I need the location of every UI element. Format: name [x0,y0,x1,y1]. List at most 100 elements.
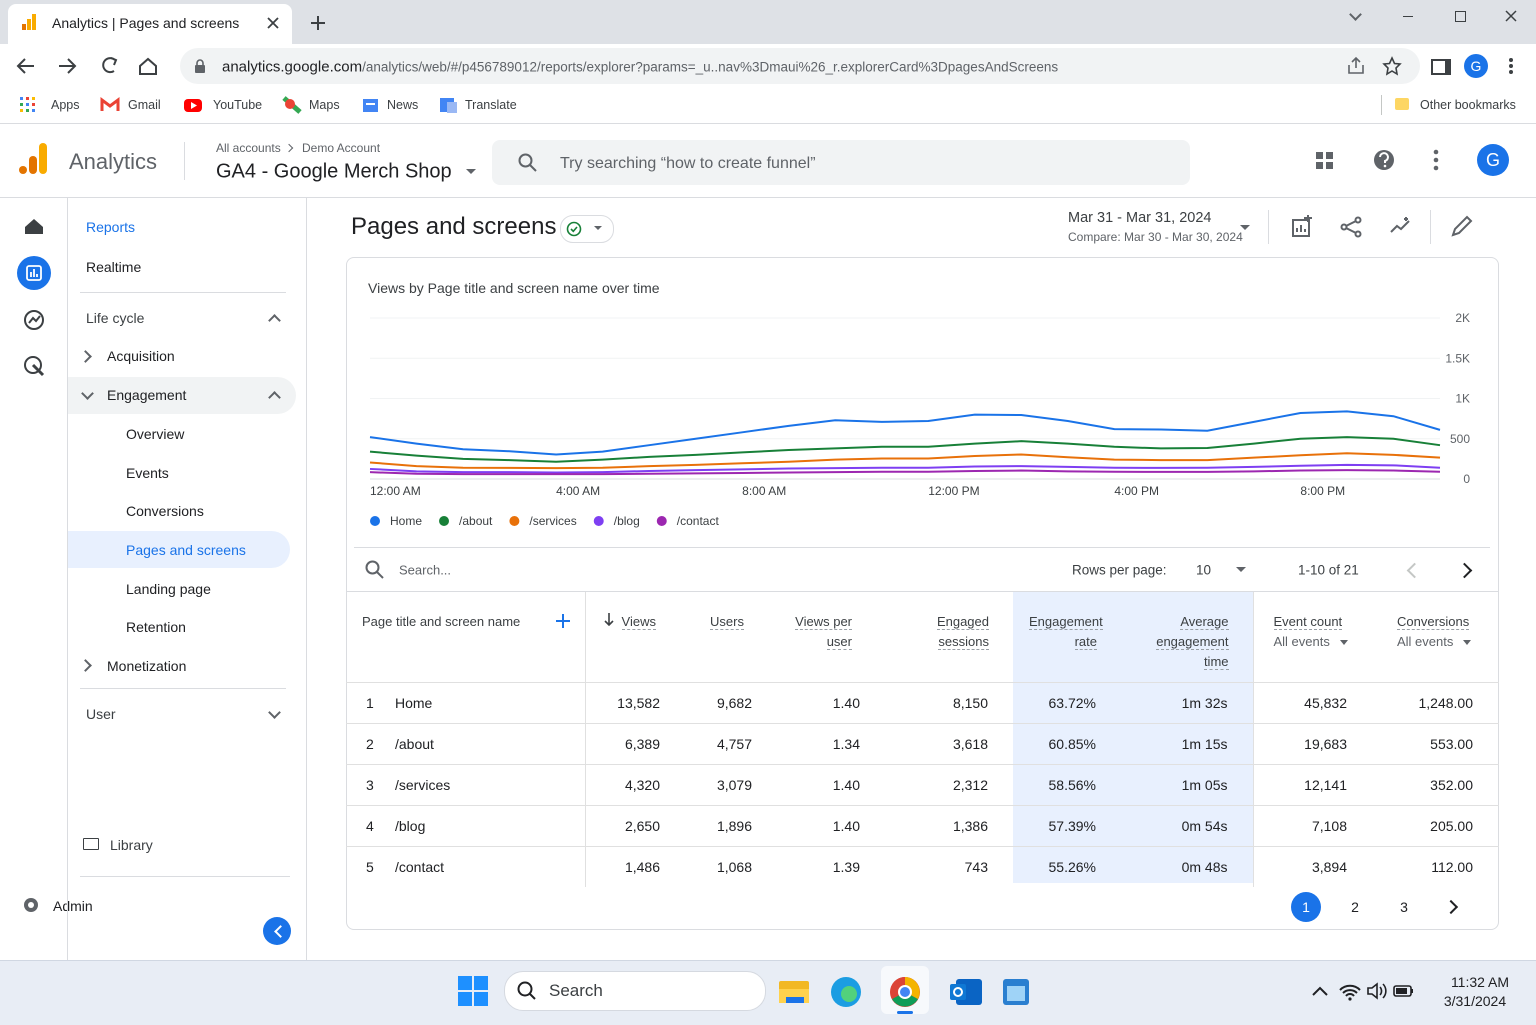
start-button[interactable] [458,976,488,1006]
status-badge[interactable] [560,215,614,243]
x-tick-label: 4:00 PM [1114,484,1159,498]
column-filter[interactable]: All events [1397,634,1454,649]
omnibox-icons[interactable] [1347,56,1407,76]
metric-cell: 1,386 [876,805,1013,847]
nav-subitem[interactable]: Retention [126,619,186,635]
table-row[interactable]: 5/contact 1,486 1,068 1.39 743 55.26% 0m 48s 3,… [346,846,1499,887]
legend-label: /about [459,514,493,528]
date-caret [1240,225,1250,230]
table-row[interactable]: 1 Home 13,582 9,682 1.40 8,150 63.72% 1m 32s 45,… [346,682,1499,724]
nav-reports[interactable]: Reports [86,219,136,235]
nav-subitem[interactable]: Landing page [126,581,211,597]
data-table: Page title and screen name Views Users View… [346,592,1499,887]
legend-label: /contact [677,514,720,528]
bookmark[interactable]: Gmail [128,98,161,112]
column-header[interactable]: Views [585,592,680,683]
breadcrumb[interactable]: All accounts [216,141,281,155]
nav-buttons[interactable] [16,56,166,76]
metric-cell: 4,757 [680,723,768,765]
bookmark[interactable]: Maps [309,98,340,112]
header-icons[interactable] [1314,149,1450,173]
page-button[interactable]: 3 [1400,899,1408,915]
breadcrumb[interactable]: Demo Account [302,141,381,155]
new-tab[interactable] [310,15,326,31]
nav-section[interactable]: Life cycle [86,310,145,326]
date-range[interactable]: Mar 31 - Mar 31, 2024 [1068,210,1212,226]
metric-cell: 743 [876,846,1013,887]
minimize[interactable] [1403,16,1413,17]
taskbar-search-icon [517,981,536,1000]
column-filter[interactable]: All events [1273,634,1330,649]
collapse-button[interactable] [263,917,291,945]
rows-per-page[interactable]: 10 [1196,562,1212,578]
profile[interactable]: G [1464,54,1488,78]
nav-subitem[interactable]: Events [126,465,169,481]
page-button[interactable]: 2 [1351,899,1359,915]
nav-item[interactable]: Monetization [107,658,187,674]
left-rail[interactable] [0,205,68,385]
nav-subitem[interactable]: Overview [126,426,185,442]
metric-cell: 352.00 [1375,764,1499,806]
check-icon [566,221,582,237]
taskbar-apps[interactable] [776,974,1038,1010]
bookmark[interactable]: Apps [51,98,80,112]
other-bookmarks[interactable]: Other bookmarks [1420,98,1516,112]
nav-subitem[interactable]: Pages and screens [126,542,246,558]
report-actions[interactable] [1290,215,1474,239]
divider [80,876,290,877]
bookmark[interactable]: Translate [465,98,517,112]
nav-subitem[interactable]: Conversions [126,503,204,519]
browser-menu[interactable] [1508,57,1514,75]
add-dimension[interactable] [556,614,570,628]
property-name[interactable]: GA4 - Google Merch Shop [216,160,452,183]
column-label: Views per user [795,614,852,650]
nav-item[interactable]: Acquisition [107,348,175,364]
taskbar-search[interactable] [504,971,766,1011]
library[interactable]: Library [110,837,153,853]
column-header[interactable]: Event count All events [1252,592,1375,683]
column-header[interactable]: Users [680,592,768,683]
active-tab[interactable] [8,4,292,44]
metric-cell: 3,894 [1252,846,1375,887]
nav-section[interactable]: User [86,706,116,722]
close-window[interactable] [1505,10,1517,22]
column-header[interactable]: Page title and screen name [346,592,586,683]
column-header[interactable]: Average engagement time [1121,592,1253,683]
column-header[interactable]: Engagement rate [1013,592,1121,683]
metric-cell: 205.00 [1375,805,1499,847]
column-label: Event count [1273,614,1343,630]
legend-marker [509,516,520,526]
table-row[interactable]: 4/blog 2,650 1,896 1.40 1,386 57.39% 0m 54s 7,1… [346,805,1499,847]
nav-item[interactable]: Realtime [86,259,142,275]
dimension-cell: 5/contact [346,846,586,887]
header-row: Page title and screen name Views Users View… [346,592,1499,683]
series-line [369,410,1441,456]
page-button[interactable]: 1 [1302,899,1310,915]
side-panel[interactable] [1431,59,1451,75]
column-header[interactable]: Engaged sessions [876,592,1013,683]
divider [306,198,307,960]
url-path: /analytics/web/#/p456789012/reports/expl… [362,59,1059,75]
table-row[interactable]: 2/about 6,389 4,757 1.34 3,618 60.85% 1m 15s 19… [346,723,1499,765]
legend-label: Home [390,514,422,528]
avatar[interactable]: G [1477,144,1509,176]
table-search[interactable]: Search... [399,562,452,578]
column-header[interactable]: Views per user [768,592,876,683]
metric-cell: 0m 54s [1121,805,1253,847]
search-box[interactable] [492,140,1190,185]
table-row[interactable]: 3/services 4,320 3,079 1.40 2,312 58.56% 1m 05… [346,764,1499,806]
restore[interactable] [1455,11,1466,22]
column-header[interactable]: Conversions All events [1375,592,1499,683]
bookmark[interactable]: YouTube [213,98,263,112]
nav-item[interactable]: Engagement [107,387,187,403]
breadcrumb-sep [284,143,294,153]
omnibox[interactable] [180,48,1420,84]
nav-selected-group [68,377,296,414]
admin[interactable]: Admin [53,898,93,914]
system-tray[interactable] [1310,980,1416,1002]
property-caret [466,169,476,174]
dimension-cell: 3/services [346,764,586,806]
divider [346,591,1499,592]
bookmark[interactable]: News [387,98,419,112]
tab-close[interactable] [267,17,279,29]
